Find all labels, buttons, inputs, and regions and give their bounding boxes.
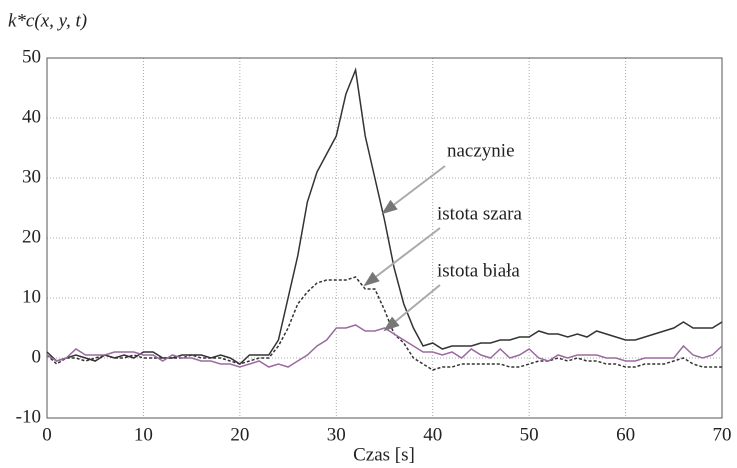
series-line [46, 324, 723, 368]
x-tick-label: 0 [42, 424, 52, 445]
y-tick-label: 40 [22, 106, 41, 127]
y-axis-label: k*c(x, y, t) [8, 10, 87, 31]
y-tick-label: 30 [22, 166, 41, 187]
x-axis-label: Czas [s] [353, 444, 415, 465]
y-tick-label: 0 [32, 346, 42, 367]
plot-frame [46, 57, 723, 419]
annotation: istota biała [437, 260, 520, 281]
series-line [46, 67, 723, 365]
y-tick-label: 50 [22, 46, 41, 67]
annotation: istota szara [437, 203, 523, 224]
annotation: naczynie [447, 140, 515, 161]
x-tick-label: 20 [230, 424, 249, 445]
y-tick-label: 20 [22, 226, 41, 247]
series-line [46, 276, 722, 371]
y-tick-label: 10 [22, 286, 41, 307]
x-tick-label: 70 [713, 424, 732, 445]
x-tick-label: 10 [134, 424, 153, 445]
x-tick-label: 40 [423, 424, 442, 445]
annotation-arrow [381, 165, 446, 215]
x-tick-label: 60 [616, 424, 635, 445]
x-tick-label: 50 [520, 424, 539, 445]
x-tick-label: 30 [327, 424, 346, 445]
annotation-arrow [363, 227, 441, 287]
annotation-arrow [383, 284, 441, 332]
y-tick-label: -10 [16, 406, 41, 427]
